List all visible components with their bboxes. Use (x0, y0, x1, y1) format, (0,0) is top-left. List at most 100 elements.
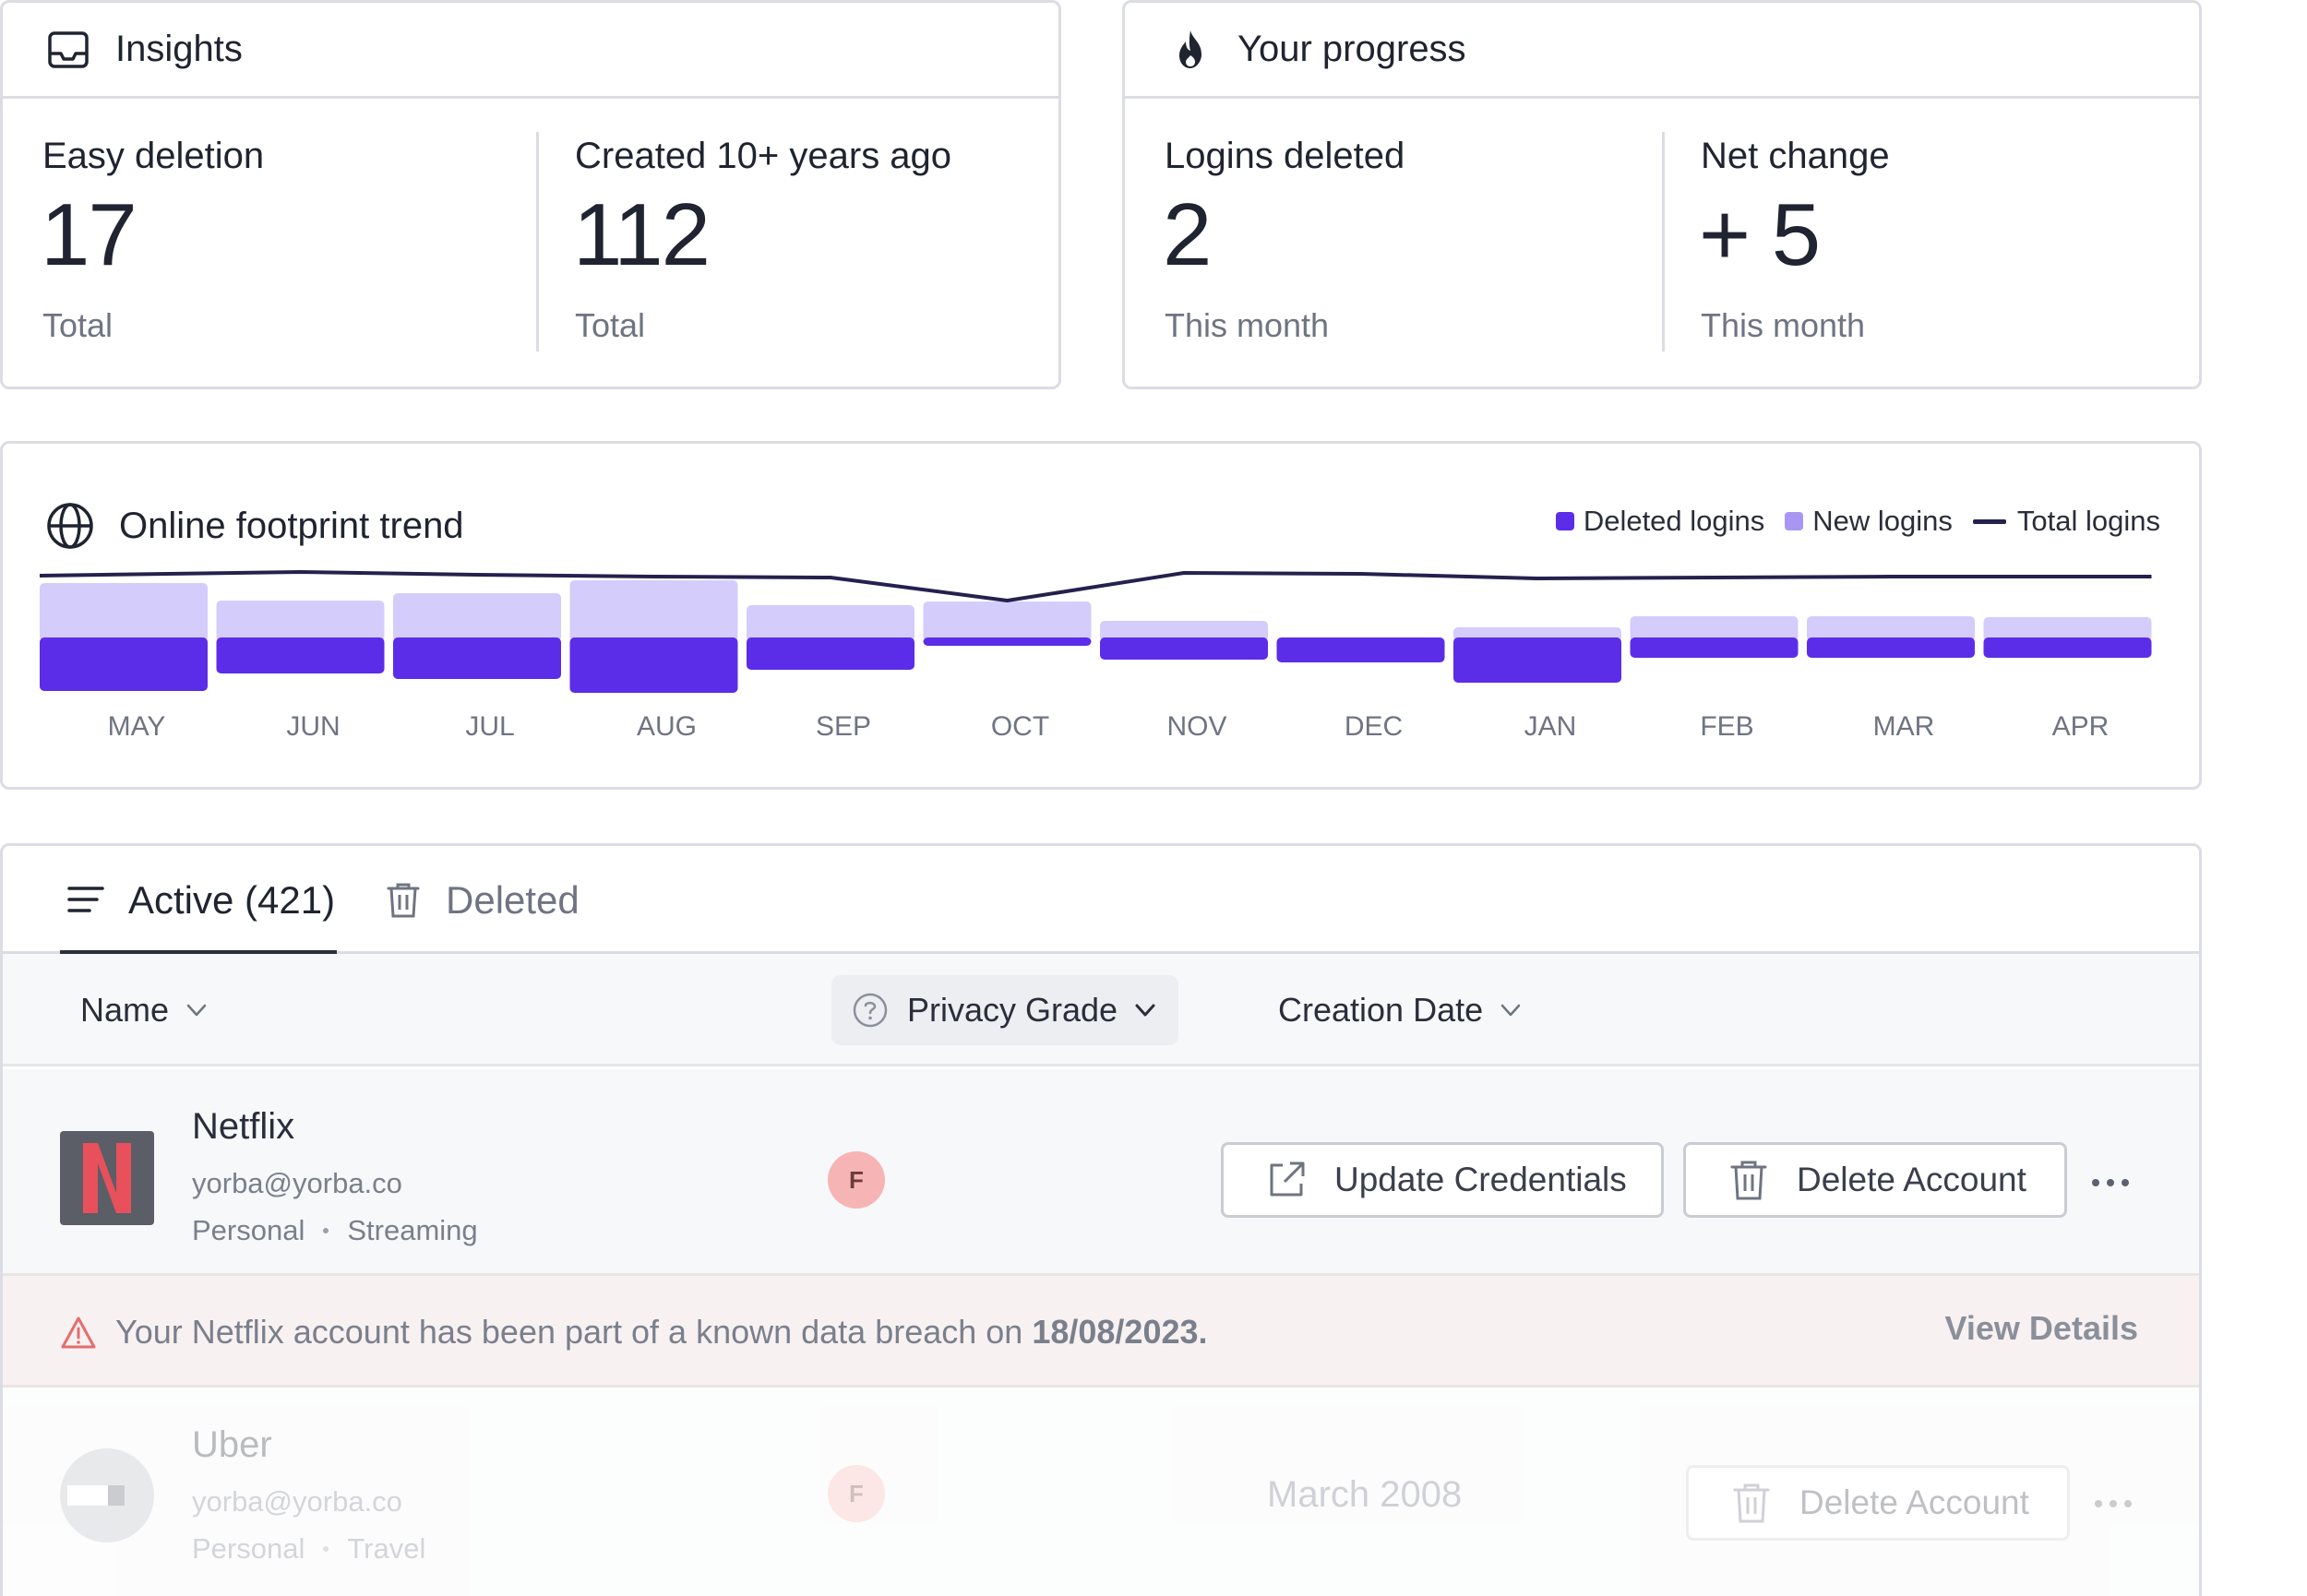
bar-deleted-logins (216, 637, 385, 673)
bar-deleted-logins (569, 637, 738, 693)
bar-new-logins (1983, 617, 2152, 641)
trend-header: Online footprint trend (45, 501, 464, 551)
account-tags: Personal Streaming (192, 1214, 478, 1247)
privacy-grade-badge: F (828, 1465, 885, 1522)
netflix-logo (60, 1131, 154, 1225)
stat-divider (536, 132, 539, 351)
stat-subtext: Total (42, 306, 114, 344)
x-tick-label: MAR (1873, 711, 1935, 742)
trend-card: Online footprint trend Deleted logins Ne… (0, 441, 2202, 790)
bar-deleted-logins (1453, 637, 1621, 683)
column-privacy-grade[interactable]: Privacy Grade (831, 975, 1179, 1045)
legend-label: New logins (1812, 505, 1953, 537)
insights-card: Insights Easy deletion 17 Total Created … (0, 0, 1061, 389)
trend-title: Online footprint trend (119, 505, 464, 546)
tab-label: Deleted (446, 877, 580, 922)
more-options-icon[interactable] (2095, 1500, 2139, 1507)
accounts-card: Active (421) Deleted Name Privacy Grade … (0, 843, 2202, 1596)
x-tick-label: APR (2052, 711, 2110, 742)
tag: Travel (347, 1532, 426, 1565)
delete-account-button[interactable]: Delete Account (1683, 1142, 2067, 1218)
flame-icon (1167, 27, 1213, 73)
account-tags: Personal Travel (192, 1532, 425, 1566)
tag-separator (323, 1546, 329, 1552)
update-credentials-button[interactable]: Update Credentials (1221, 1142, 1664, 1218)
alert-message: Your Netflix account has been part of a … (115, 1313, 1023, 1351)
logins-deleted-stat: Logins deleted 2 This month (1163, 99, 1644, 387)
x-tick-label: SEP (816, 711, 871, 742)
tag: Personal (192, 1214, 305, 1246)
list-icon (66, 879, 108, 922)
line-total-logins (39, 570, 2152, 602)
stat-subtext: Total (575, 306, 646, 344)
account-email: yorba@yorba.co (192, 1167, 402, 1199)
tab-bar: Active (421) Deleted (3, 846, 2199, 954)
column-label: Name (80, 991, 170, 1029)
bar-deleted-logins (1276, 637, 1445, 662)
column-name[interactable]: Name (80, 954, 209, 1066)
account-email: yorba@yorba.co (192, 1485, 402, 1518)
table-row[interactable]: Netflix yorba@yorba.co Personal Streamin… (3, 1069, 2199, 1287)
warning-icon (61, 1316, 96, 1349)
creation-date: March 2008 (1267, 1474, 1463, 1515)
stat-label: Logins deleted (1165, 136, 1405, 176)
delete-account-button[interactable]: Delete Account (1686, 1465, 2070, 1541)
net-change-stat: Net change + 5 This month (1699, 99, 2181, 387)
globe-icon (45, 501, 95, 551)
legend-new: New logins (1785, 505, 1953, 538)
legend-label: Total logins (2016, 505, 2160, 537)
stat-label: Easy deletion (42, 136, 265, 176)
bar-new-logins (393, 593, 561, 641)
bar-deleted-logins (393, 637, 561, 679)
account-name: Uber (192, 1424, 272, 1465)
more-options-icon[interactable] (2092, 1179, 2136, 1186)
x-tick-label: JUN (286, 711, 340, 742)
stat-label: Net change (1701, 136, 1890, 176)
trash-icon (1733, 1483, 1770, 1523)
tag: Personal (192, 1532, 305, 1565)
active-tab-indicator (60, 950, 337, 954)
column-label: Privacy Grade (907, 991, 1118, 1029)
breach-alert: Your Netflix account has been part of a … (3, 1273, 2199, 1388)
chevron-down-icon (1135, 1004, 1155, 1017)
bar-deleted-logins (1983, 637, 2152, 658)
inbox-icon (45, 27, 91, 73)
progress-card: Your progress Logins deleted 2 This mont… (1122, 0, 2202, 389)
x-tick-label: DEC (1345, 711, 1403, 742)
bar-new-logins (216, 601, 385, 641)
bar-deleted-logins (747, 637, 914, 670)
chevron-down-icon (186, 1004, 207, 1017)
chevron-down-icon (1500, 1004, 1521, 1017)
column-creation-date[interactable]: Creation Date (1278, 954, 1524, 1066)
alert-date: 18/08/2023. (1032, 1313, 1208, 1351)
stat-value: 17 (41, 185, 137, 284)
privacy-grade-badge: F (828, 1151, 885, 1209)
bar-new-logins (923, 601, 1092, 641)
bar-new-logins (747, 605, 914, 641)
legend-deleted: Deleted logins (1555, 505, 1764, 538)
tab-deleted[interactable]: Deleted (383, 846, 580, 954)
x-tick-label: MAY (108, 711, 166, 742)
stat-value: 112 (573, 185, 711, 284)
stat-value: + 5 (1699, 185, 1821, 284)
button-label: Delete Account (1797, 1161, 2026, 1198)
help-icon (853, 993, 888, 1028)
x-tick-label: JAN (1524, 711, 1577, 742)
stat-divider (1662, 132, 1665, 351)
external-link-icon (1270, 1161, 1305, 1197)
tag: Streaming (347, 1214, 478, 1246)
uber-logo (60, 1448, 154, 1542)
legend-total: Total logins (1972, 505, 2160, 538)
view-details-link[interactable]: View Details (1944, 1309, 2138, 1347)
stat-label: Created 10+ years ago (575, 136, 952, 176)
created-old-stat: Created 10+ years ago 112 Total (573, 99, 1055, 387)
easy-deletion-stat: Easy deletion 17 Total (41, 99, 522, 387)
trash-icon (383, 879, 425, 922)
tab-active[interactable]: Active (421) (66, 846, 335, 954)
trash-icon (1730, 1161, 1767, 1200)
column-headers: Name Privacy Grade Creation Date (3, 954, 2199, 1066)
bar-deleted-logins (40, 637, 208, 691)
bar-deleted-logins (1630, 637, 1799, 658)
table-row[interactable]: Uber yorba@yorba.co Personal Travel F Ma… (3, 1388, 2199, 1596)
account-name: Netflix (192, 1106, 295, 1147)
